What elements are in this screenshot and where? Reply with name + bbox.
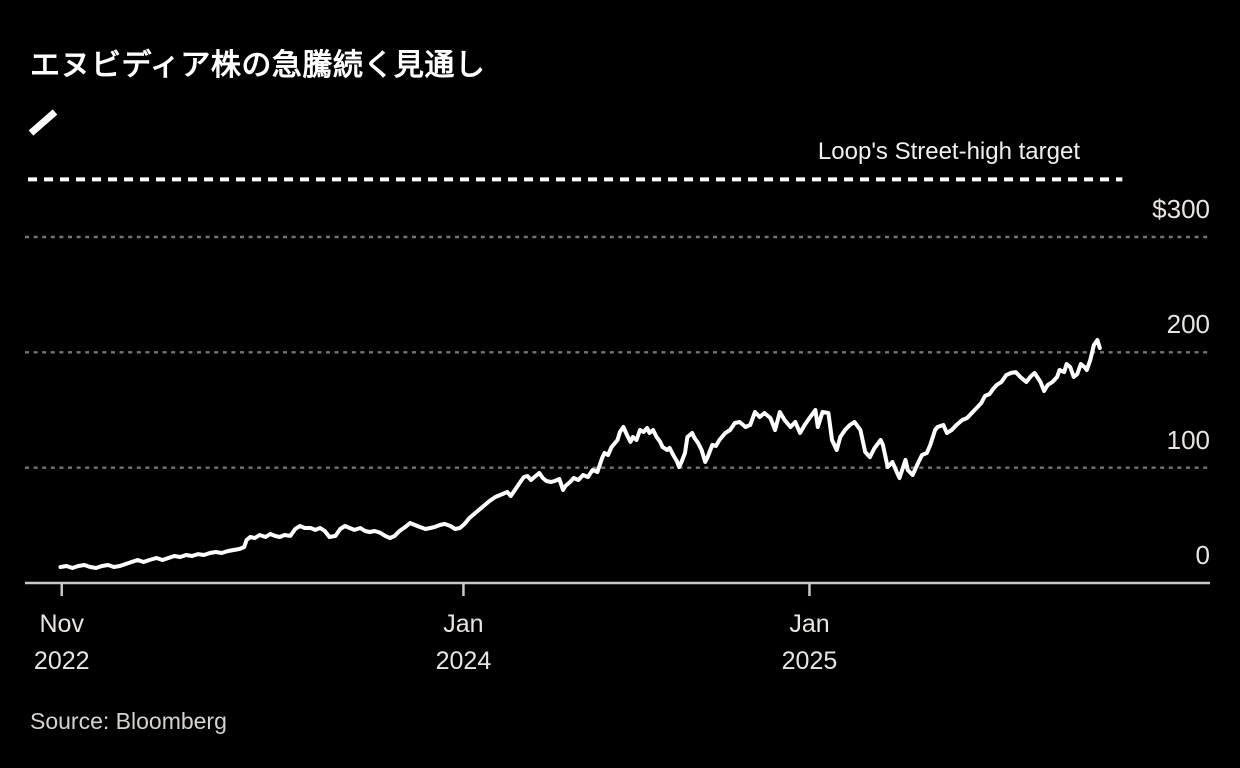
y-axis-label-300: $300 (1152, 194, 1210, 224)
line-series-key-icon (28, 109, 58, 136)
x-axis-label-year: 2022 (33, 647, 90, 675)
y-axis-label-200: 200 (1166, 309, 1210, 340)
source-note: Source: Bloomberg (30, 708, 227, 734)
x-axis-label-month: Nov (39, 610, 84, 638)
x-axis-label-month: Jan (443, 610, 484, 638)
x-axis-label-year: 2025 (781, 647, 838, 675)
x-axis-label-jan-2025: Jan 2025 (782, 606, 838, 680)
x-axis-label-month: Jan (789, 610, 830, 638)
y-axis-label-100: 100 (1166, 424, 1210, 455)
chart-title: エヌビディア株の急騰続く見通し (30, 49, 486, 82)
x-axis-label-jan-2024: Jan 2024 (436, 606, 492, 680)
y-axis-label-0: 0 (1195, 540, 1210, 570)
target-annotation-label: Loop's Street-high target (817, 138, 1080, 165)
x-axis-label-year: 2024 (435, 647, 492, 675)
x-axis-label-nov-2022: Nov 2022 (34, 606, 90, 680)
nvidia-price-line (58, 338, 1102, 570)
